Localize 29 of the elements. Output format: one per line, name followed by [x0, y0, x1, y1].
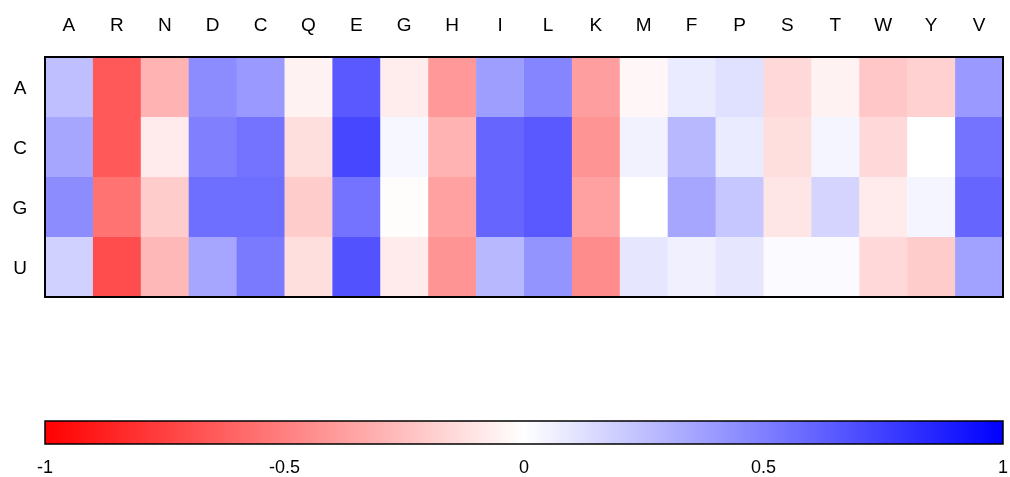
x-tick-label: Y [924, 14, 938, 35]
x-tick-label: L [542, 14, 554, 35]
x-tick-label: K [589, 14, 603, 35]
x-tick-label: W [874, 14, 893, 35]
x-tick-label: C [253, 14, 268, 35]
x-tick-label: Q [301, 14, 316, 35]
x-tick-label: T [829, 14, 842, 35]
color-bar-label: -0.5 [268, 457, 301, 477]
y-tick-label: C [13, 137, 27, 158]
color-bar-label: -1 [36, 457, 54, 477]
color-bar-label: 0.5 [750, 457, 777, 477]
x-tick-label: F [685, 14, 698, 35]
x-tick-label: N [157, 14, 172, 35]
color-bar-label: 0 [518, 457, 530, 477]
x-tick-label: I [497, 14, 503, 35]
y-tick-label: A [13, 77, 27, 98]
x-tick-label: E [350, 14, 363, 35]
y-tick-label: U [13, 257, 27, 278]
x-tick-label: P [733, 14, 746, 35]
color-bar-label: 1 [997, 457, 1009, 477]
x-tick-label: A [62, 14, 76, 35]
x-tick-label: M [635, 14, 652, 35]
x-tick-label: D [205, 14, 220, 35]
x-tick-label: G [396, 14, 412, 35]
y-tick-label: G [12, 197, 28, 218]
x-tick-label: H [445, 14, 460, 35]
x-tick-label: V [972, 14, 986, 35]
x-tick-label: R [109, 14, 124, 35]
x-tick-label: S [781, 14, 794, 35]
